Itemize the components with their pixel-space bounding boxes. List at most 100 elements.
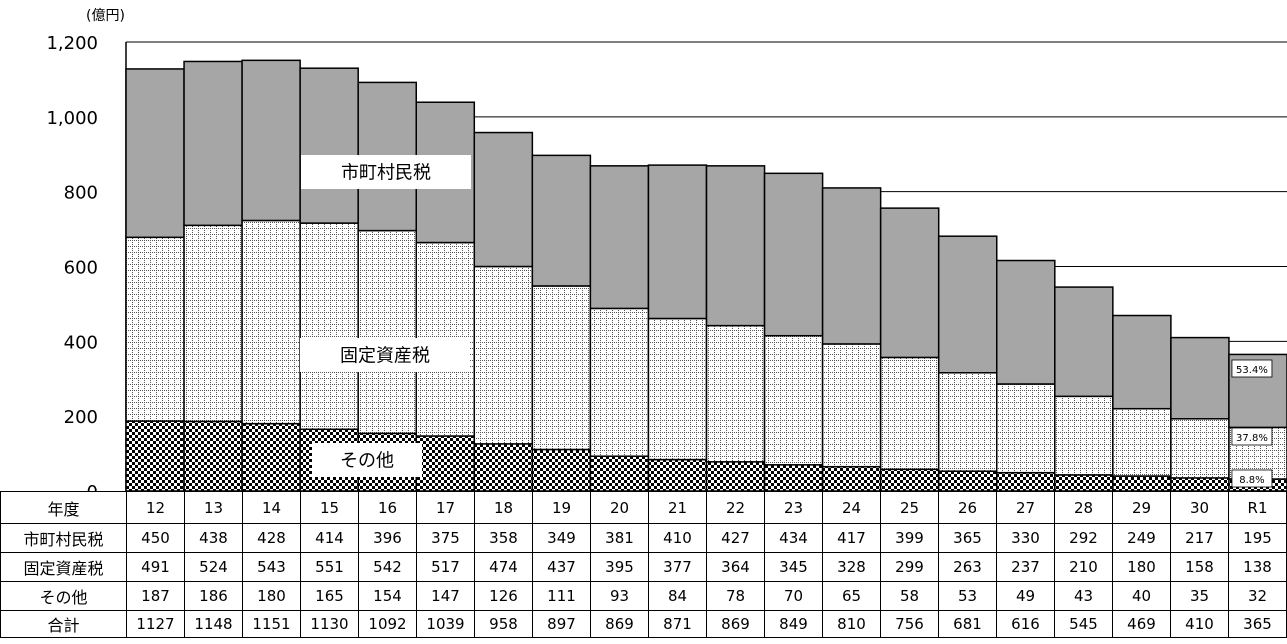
table-cell: 428 — [242, 523, 301, 553]
table-cell: 358 — [474, 523, 533, 553]
table-cell: 616 — [996, 610, 1055, 638]
table-cell: 195 — [1228, 523, 1287, 553]
share-label-box — [1231, 469, 1273, 488]
bar-segment — [589, 307, 650, 457]
table-cell: 330 — [996, 523, 1055, 553]
bar-segment — [937, 470, 998, 491]
table-cell: 545 — [1054, 610, 1113, 638]
series-label: 固定資産税 — [340, 345, 430, 366]
table-cell: 299 — [880, 552, 939, 582]
table-row-label: その他 — [0, 581, 127, 611]
bar-segment — [473, 443, 534, 491]
table-cell: 756 — [880, 610, 939, 638]
table-cell: 450 — [126, 523, 185, 553]
bar-segment — [705, 324, 766, 463]
table-row-label: 市町村民税 — [0, 523, 127, 553]
table-cell: 53 — [938, 581, 997, 611]
bar-segment — [996, 383, 1056, 474]
table-cell: 12 — [126, 491, 185, 524]
y-tick-label: 1,000 — [46, 108, 98, 129]
y-tick-label: 400 — [64, 332, 98, 353]
table-cell: 292 — [1054, 523, 1113, 553]
table-cell: 869 — [590, 610, 649, 638]
share-label: 37.8% — [1236, 433, 1268, 444]
bar-segment — [879, 356, 940, 471]
bar-segment — [879, 207, 940, 359]
table-cell: 328 — [822, 552, 881, 582]
table-cell: 399 — [880, 523, 939, 553]
table-cell: 869 — [706, 610, 765, 638]
table-cell: 186 — [184, 581, 243, 611]
table-cell: 65 — [822, 581, 881, 611]
table-cell: 849 — [764, 610, 823, 638]
table-cell: 381 — [590, 523, 649, 553]
bar-segment — [937, 235, 998, 374]
share-label-box — [1231, 427, 1273, 446]
series-label: その他 — [340, 450, 394, 471]
table-cell: 958 — [474, 610, 533, 638]
table-cell: 551 — [300, 552, 359, 582]
series-label-box — [301, 155, 471, 189]
table-cell: 27 — [996, 491, 1055, 524]
table-cell: 1092 — [358, 610, 417, 638]
table-cell: 18 — [474, 491, 533, 524]
table-cell: 237 — [996, 552, 1055, 582]
table-cell: 17 — [416, 491, 475, 524]
bar-segment — [821, 465, 882, 491]
table-cell: 210 — [1054, 552, 1113, 582]
table-cell: 24 — [822, 491, 881, 524]
table-cell: 249 — [1112, 523, 1171, 553]
table-cell: 43 — [1054, 581, 1113, 611]
bar-segment — [473, 265, 534, 445]
table-cell: 1127 — [126, 610, 185, 638]
table-cell: 58 — [880, 581, 939, 611]
table-cell: 180 — [1112, 552, 1171, 582]
bar-segment — [531, 285, 592, 451]
bar-segment — [996, 471, 1056, 491]
table-cell: 263 — [938, 552, 997, 582]
bar-segment — [1170, 418, 1230, 479]
bar-segment — [1054, 286, 1114, 398]
bar-segment — [1054, 474, 1114, 491]
table-header-label: 年度 — [0, 491, 127, 524]
table-cell: 681 — [938, 610, 997, 638]
y-tick-label: 0 — [87, 482, 98, 491]
table-cell: 93 — [590, 581, 649, 611]
table-cell: 154 — [358, 581, 417, 611]
bar-segment — [357, 229, 418, 435]
bar-segment — [647, 458, 708, 491]
bar-segment — [125, 236, 185, 422]
bar-segment — [647, 317, 708, 461]
table-cell: 217 — [1170, 523, 1229, 553]
bar-segment — [821, 187, 882, 345]
table-row: 年度 12 13 14 15 16 17 18 19 20 21 22 23 24 25 26 27 28 29 30… — [0, 491, 1287, 524]
bar-segment — [589, 165, 650, 310]
table-cell: 410 — [1170, 610, 1229, 638]
bar-segment — [299, 67, 359, 224]
bar-segment — [183, 60, 243, 227]
table-cell: 377 — [648, 552, 707, 582]
table-cell: 345 — [764, 552, 823, 582]
bar-segment — [705, 461, 766, 491]
table-cell: R1 — [1228, 491, 1287, 524]
table-cell: 84 — [648, 581, 707, 611]
bar-segment — [183, 224, 243, 423]
bar-segment — [299, 222, 359, 431]
bar-segment — [125, 420, 185, 491]
table-cell: 897 — [532, 610, 591, 638]
table-cell: 138 — [1228, 552, 1287, 582]
table-cell: 1039 — [416, 610, 475, 638]
table-cell: 375 — [416, 523, 475, 553]
table-cell: 434 — [764, 523, 823, 553]
bar-segment — [937, 372, 998, 472]
share-label: 53.4% — [1236, 365, 1268, 376]
table-cell: 871 — [648, 610, 707, 638]
table-cell: 28 — [1054, 491, 1113, 524]
table-cell: 30 — [1170, 491, 1229, 524]
table-cell: 543 — [242, 552, 301, 582]
bar-segment — [647, 164, 708, 320]
share-label-box — [1231, 359, 1273, 378]
table-cell: 165 — [300, 581, 359, 611]
table-cell: 13 — [184, 491, 243, 524]
